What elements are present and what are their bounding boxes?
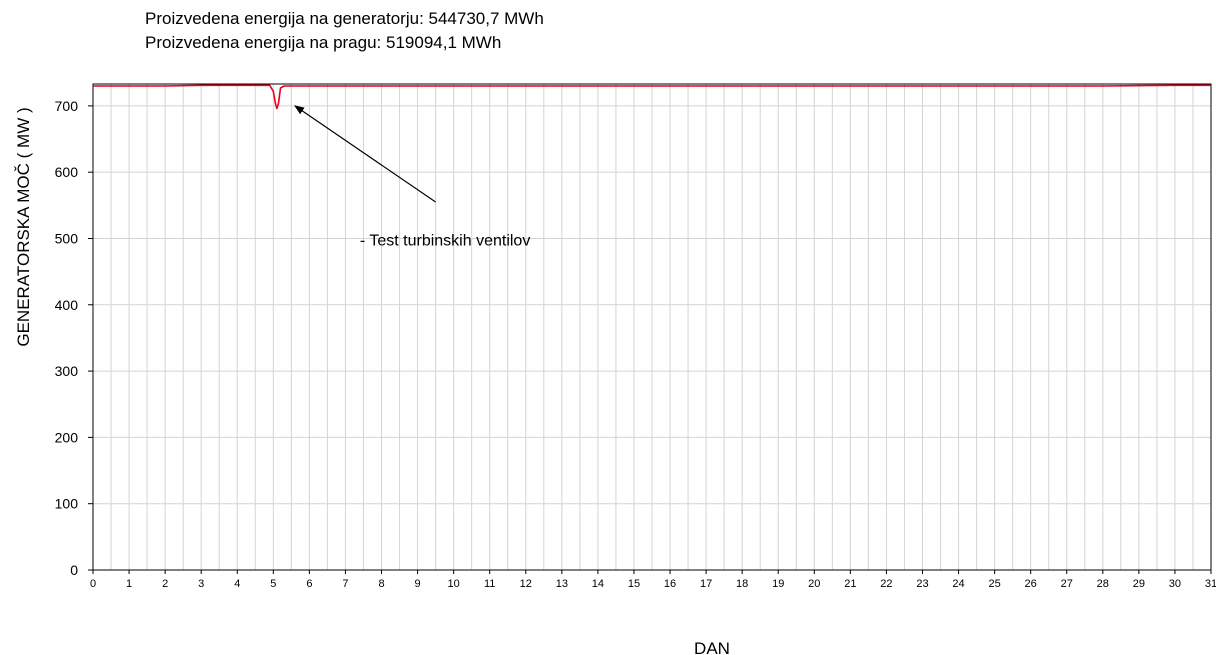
y-tick-label: 100 [55, 496, 79, 512]
x-tick-label: 11 [484, 578, 495, 590]
x-tick-label: 16 [664, 578, 676, 590]
x-tick-label: 25 [988, 578, 1000, 590]
x-tick-label: 10 [448, 578, 460, 590]
y-tick-label: 500 [55, 230, 79, 246]
y-tick-label: 400 [55, 297, 79, 313]
x-tick-label: 9 [415, 578, 421, 590]
x-axis-label: DAN [694, 639, 730, 655]
series-layer [93, 84, 1211, 110]
annotation-layer: - Test turbinskih ventilov [294, 105, 530, 249]
x-tick-label: 19 [772, 578, 784, 590]
x-tick-label: 22 [880, 578, 892, 590]
annotation-text: - Test turbinskih ventilov [360, 232, 530, 249]
threshold-energy-text: Proizvedena energija na pragu: 519094,1 … [145, 33, 502, 52]
x-tick-label: 21 [844, 578, 856, 590]
series-line [93, 84, 1211, 110]
y-tick-label: 300 [55, 363, 79, 379]
x-tick-label: 17 [700, 578, 712, 590]
x-tick-label: 26 [1025, 578, 1037, 590]
y-tick-label: 0 [70, 562, 78, 578]
generator-energy-text: Proizvedena energija na generatorju: 544… [145, 9, 544, 28]
y-axis-label: GENERATORSKA MOČ ( MW ) [14, 107, 33, 346]
x-tick-label: 20 [808, 578, 820, 590]
x-tick-label: 15 [628, 578, 640, 590]
x-tick-label: 0 [90, 578, 96, 590]
x-tick-label: 31 [1205, 578, 1216, 590]
x-tick-label: 12 [520, 578, 532, 590]
x-tick-label: 5 [270, 578, 276, 590]
y-tick-label: 600 [55, 164, 79, 180]
x-tick-label: 29 [1133, 578, 1145, 590]
y-tick-label: 200 [55, 429, 79, 445]
x-tick-label: 30 [1169, 578, 1181, 590]
x-tick-label: 14 [592, 578, 604, 590]
x-tick-label: 28 [1097, 578, 1109, 590]
x-tick-label: 27 [1061, 578, 1073, 590]
x-tick-label: 3 [198, 578, 204, 590]
x-tick-label: 4 [234, 578, 240, 590]
plot-frame [92, 83, 1212, 571]
x-tick-label: 2 [162, 578, 168, 590]
x-tick-label: 6 [306, 578, 312, 590]
annotation-arrow [294, 105, 436, 203]
x-tick-label: 8 [378, 578, 384, 590]
x-tick-label: 23 [916, 578, 928, 590]
x-tick-label: 7 [342, 578, 348, 590]
y-tick-label: 700 [55, 98, 79, 114]
x-tick-label: 13 [556, 578, 568, 590]
x-tick-label: 18 [736, 578, 748, 590]
x-tick-label: 1 [126, 578, 132, 590]
x-tick-label: 24 [952, 578, 964, 590]
